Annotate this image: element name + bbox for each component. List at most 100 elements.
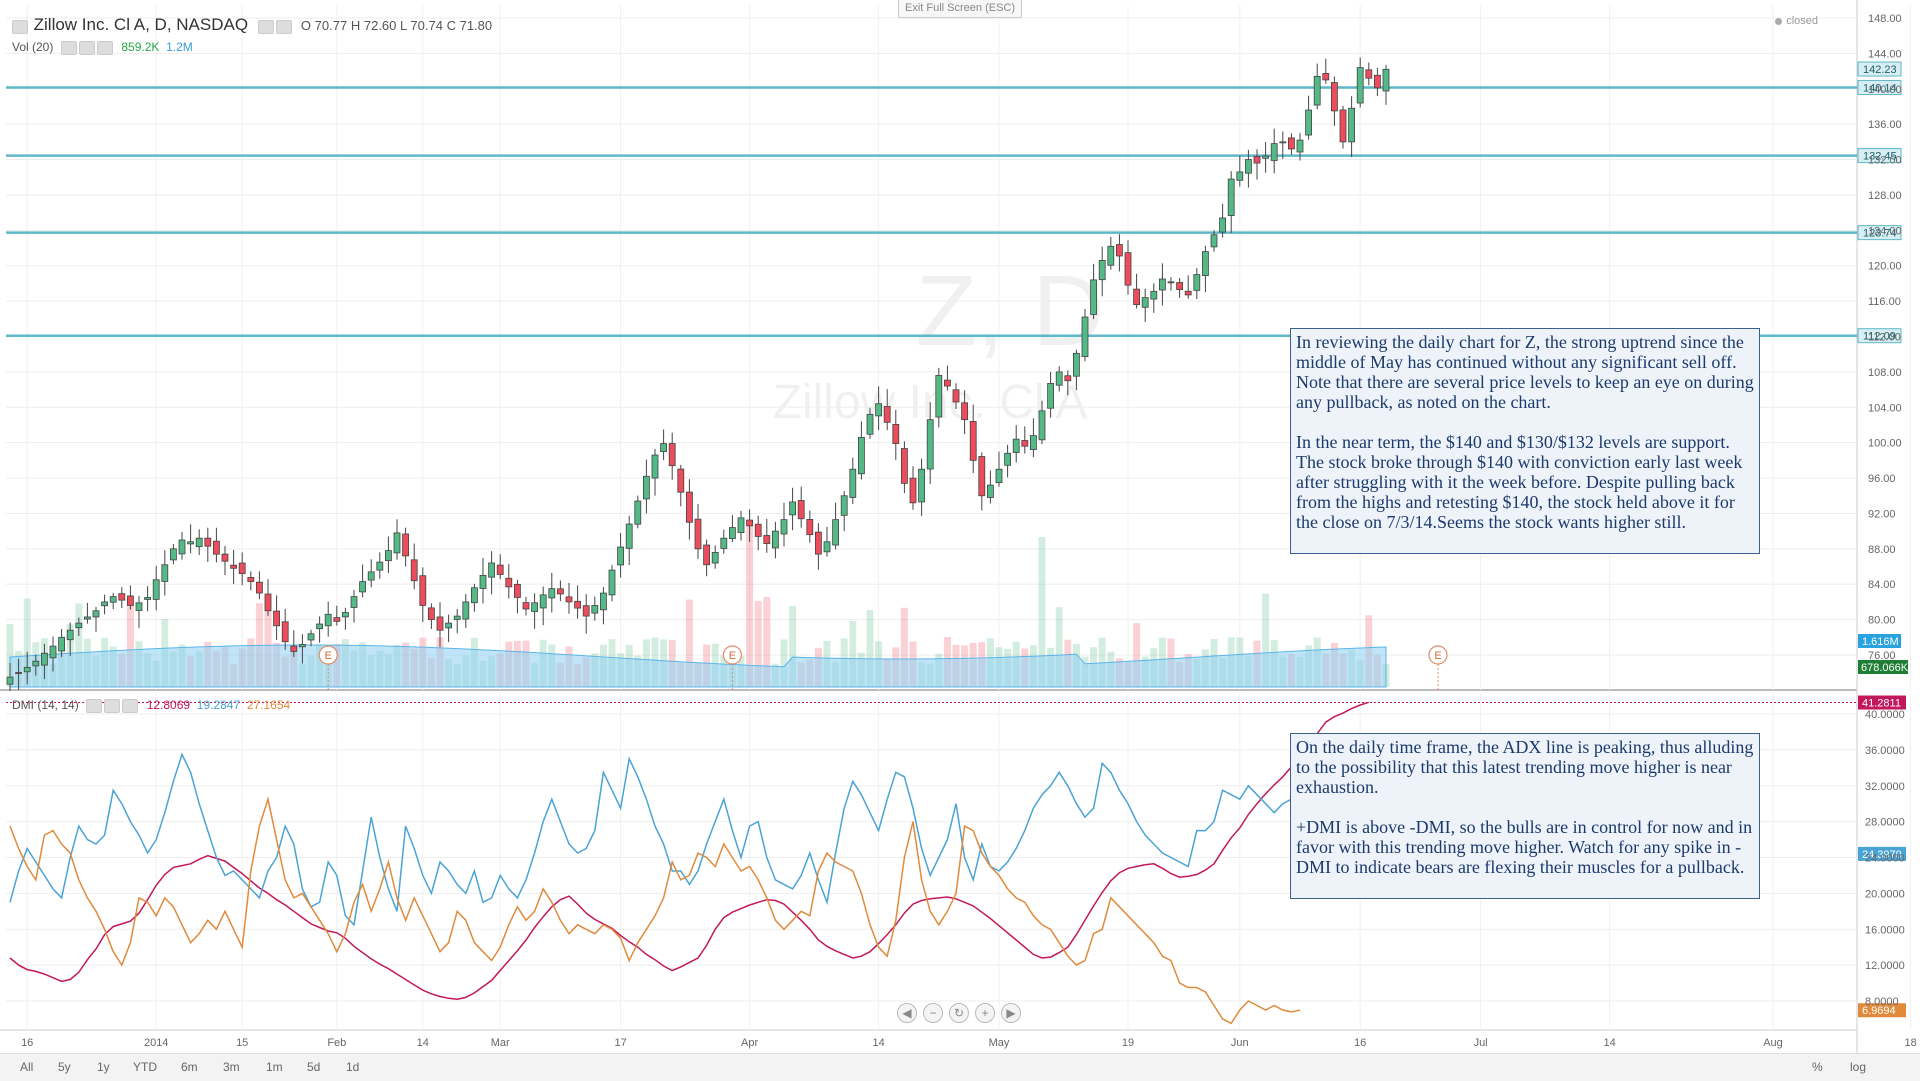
- dmi-tick-label: 36.0000: [1865, 745, 1905, 757]
- close-icon[interactable]: [275, 19, 292, 34]
- candle-body: [978, 456, 986, 497]
- candle-body: [1107, 245, 1115, 266]
- candle-body: [1279, 141, 1287, 144]
- candle-body: [617, 546, 624, 566]
- candle-body: [1064, 375, 1072, 382]
- candle-body: [840, 495, 848, 516]
- last-price-label: 142.23: [1863, 64, 1897, 76]
- minus-di-tag-label: 6.9694: [1862, 1005, 1896, 1017]
- plus-di-tag-box: [1858, 846, 1906, 861]
- candle-body: [780, 519, 788, 535]
- candle-body: [1227, 178, 1235, 216]
- range-button-1d[interactable]: 1d: [346, 1060, 360, 1074]
- reset-icon[interactable]: ↻: [949, 1003, 969, 1023]
- candle-body: [832, 519, 839, 546]
- market-status: closed: [1775, 15, 1818, 27]
- ohlc-o: 70.77: [314, 18, 348, 33]
- range-button-5y[interactable]: 5y: [58, 1060, 71, 1074]
- candle-body: [49, 645, 57, 659]
- candle-body: [746, 519, 753, 527]
- candle-body: [754, 523, 762, 537]
- candle-body: [1322, 73, 1330, 81]
- settings-icon[interactable]: [257, 19, 274, 34]
- candle-body: [1047, 382, 1054, 409]
- dmi-eye-icon[interactable]: [86, 698, 103, 713]
- zoom-out-icon[interactable]: −: [923, 1003, 943, 1023]
- candle-body: [1245, 159, 1252, 174]
- candle-body: [187, 541, 195, 545]
- candle-body: [1150, 290, 1158, 300]
- candle-body: [127, 595, 134, 606]
- candle-body: [1184, 290, 1192, 296]
- candle-body: [737, 517, 745, 533]
- annotation-note-price[interactable]: In reviewing the daily chart for Z, the …: [1290, 328, 1760, 554]
- range-button-1y[interactable]: 1y: [97, 1060, 110, 1074]
- range-button-3m[interactable]: 3m: [223, 1060, 240, 1074]
- range-button-5d[interactable]: 5d: [307, 1060, 321, 1074]
- candle-body: [677, 468, 685, 493]
- candles: [6, 57, 1390, 691]
- price-tick-label: 84.00: [1868, 579, 1896, 591]
- annotation-note-dmi[interactable]: On the daily time frame, the ADX line is…: [1290, 733, 1760, 899]
- candle-body: [109, 596, 117, 603]
- candle-body: [772, 530, 779, 549]
- vol-eye-icon[interactable]: [60, 40, 77, 55]
- ohlc-h: 72.60: [363, 18, 397, 33]
- last-price-box: [1857, 61, 1902, 77]
- candle-body: [1356, 67, 1364, 104]
- dmi-close-icon[interactable]: [122, 698, 139, 713]
- candle-body: [341, 612, 349, 618]
- minus-di-line: [9, 796, 1301, 1025]
- level-label-box: [1857, 328, 1902, 344]
- price-tick-label: 132.00: [1868, 155, 1902, 167]
- dmi-tick-label: 12.0000: [1865, 960, 1905, 972]
- candle-body: [264, 593, 272, 612]
- level-label-box: [1857, 225, 1902, 241]
- candle-body: [15, 672, 23, 674]
- time-tick-label: 14: [1603, 1037, 1615, 1049]
- candle-body: [565, 596, 573, 603]
- range-button-ytd[interactable]: YTD: [133, 1060, 157, 1074]
- candle-body: [1253, 156, 1261, 164]
- candle-body: [961, 402, 968, 421]
- candle-body: [1270, 143, 1278, 161]
- dmi-tick-label: 16.0000: [1865, 924, 1905, 936]
- dmi-tick-label: 8.0000: [1865, 996, 1899, 1008]
- candle-body: [892, 423, 900, 444]
- log-scale-toggle[interactable]: log: [1850, 1060, 1867, 1074]
- vol-settings-icon[interactable]: [78, 40, 95, 55]
- candle-body: [1090, 279, 1097, 315]
- price-tick-label: 88.00: [1868, 544, 1896, 556]
- candle-body: [376, 561, 384, 571]
- candle-body: [1339, 109, 1347, 143]
- zoom-in-icon[interactable]: +: [975, 1003, 995, 1023]
- volume-bar: [754, 600, 762, 687]
- candle-body: [419, 575, 427, 606]
- candle-body: [823, 541, 831, 553]
- candle-body: [711, 551, 719, 564]
- price-tick-label: 116.00: [1868, 296, 1901, 308]
- candle-body: [436, 616, 444, 631]
- scroll-right-icon[interactable]: ▶: [1001, 1003, 1021, 1023]
- status-dot-icon: [1775, 17, 1783, 25]
- exit-fullscreen-button[interactable]: Exit Full Screen (ESC): [898, 0, 1022, 18]
- range-button-all[interactable]: All: [20, 1060, 34, 1074]
- range-button-1m[interactable]: 1m: [266, 1060, 283, 1074]
- vol-close-icon[interactable]: [96, 40, 113, 55]
- candle-body: [230, 564, 238, 569]
- volume-bar: [126, 605, 134, 687]
- note2-paragraph-1: On the daily time frame, the ADX line is…: [1296, 737, 1754, 797]
- scroll-left-icon[interactable]: ◀: [897, 1003, 917, 1023]
- level-label: 132.45: [1863, 151, 1897, 163]
- candle-body: [32, 660, 40, 667]
- dmi-settings-icon[interactable]: [104, 698, 121, 713]
- candle-body: [41, 652, 48, 666]
- percent-scale-toggle[interactable]: %: [1812, 1060, 1823, 1074]
- range-button-6m[interactable]: 6m: [181, 1060, 198, 1074]
- candle-body: [686, 491, 693, 523]
- symbol-icon: [12, 19, 28, 34]
- candle-body: [909, 477, 917, 504]
- price-tick-label: 148.00: [1868, 13, 1902, 25]
